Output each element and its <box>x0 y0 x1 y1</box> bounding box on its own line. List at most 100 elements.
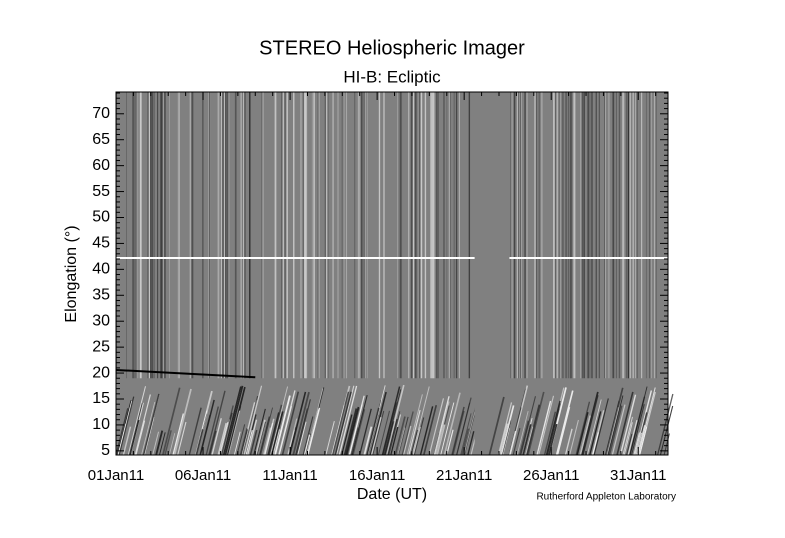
x-tick-label: 31Jan11 <box>610 467 666 484</box>
streak <box>268 404 283 456</box>
streak <box>245 429 253 456</box>
x-tick-label: 21Jan11 <box>436 467 492 484</box>
streak <box>369 391 387 456</box>
streak <box>260 407 273 456</box>
streak <box>351 395 368 456</box>
streak <box>359 408 372 456</box>
streak <box>141 401 156 456</box>
x-tick-label: 16Jan11 <box>349 467 405 484</box>
streak <box>259 416 270 456</box>
streak <box>548 423 558 456</box>
axes: 5 10 15 20 25 30 35 40 45 50 55 60 65 70 01Jan11 06Jan1… <box>88 91 669 484</box>
streak <box>390 426 399 456</box>
streak <box>627 419 638 456</box>
streak <box>638 391 656 456</box>
jmap-image <box>115 92 674 456</box>
y-tick-label: 50 <box>92 209 110 226</box>
x-tick-label: 06Jan11 <box>175 467 231 484</box>
streak <box>564 428 573 456</box>
streak <box>446 429 454 456</box>
streak <box>433 396 450 456</box>
streak <box>172 413 184 456</box>
streak <box>579 415 591 456</box>
streak <box>410 429 418 456</box>
streak <box>152 431 160 456</box>
streak <box>384 421 395 456</box>
streak <box>233 431 241 456</box>
streak <box>633 432 640 456</box>
streak <box>219 422 229 456</box>
streak <box>525 404 541 456</box>
streak <box>423 404 438 456</box>
streak <box>281 391 300 456</box>
streak <box>117 423 127 456</box>
streak <box>387 418 398 456</box>
y-tick-label: 45 <box>92 235 110 252</box>
streak <box>527 391 545 456</box>
streak <box>512 428 521 456</box>
streak <box>159 432 166 456</box>
streak <box>278 405 292 456</box>
streak <box>227 386 246 456</box>
streak <box>461 428 470 456</box>
x-tick-label: 11Jan11 <box>262 467 317 484</box>
streak <box>278 390 296 456</box>
streak <box>338 385 358 456</box>
streak <box>555 390 574 456</box>
streak <box>411 386 430 456</box>
streak <box>637 387 656 456</box>
streak <box>274 395 291 456</box>
streak <box>576 411 589 456</box>
streak <box>135 420 146 456</box>
streak <box>370 417 382 456</box>
y-tick-label: 40 <box>92 261 110 278</box>
streak <box>401 411 414 456</box>
streak <box>335 385 355 456</box>
y-tick-label: 15 <box>92 390 110 407</box>
y-tick-label: 55 <box>92 183 110 200</box>
y-tick-label: 35 <box>92 286 110 303</box>
streak <box>345 406 360 456</box>
streak <box>173 388 192 456</box>
streak <box>388 411 401 456</box>
streak <box>303 434 311 456</box>
streak <box>452 410 465 456</box>
streak <box>456 402 471 456</box>
streak <box>134 394 151 456</box>
streak <box>363 426 373 456</box>
streak <box>631 404 645 456</box>
streak <box>144 417 155 456</box>
streak <box>331 391 350 456</box>
streak <box>199 399 215 456</box>
streak <box>306 409 320 456</box>
streak <box>402 425 412 456</box>
streak <box>162 387 181 456</box>
streak <box>589 411 602 456</box>
streak <box>516 411 529 456</box>
streak <box>519 420 530 456</box>
streak <box>428 398 445 456</box>
streak <box>436 424 446 456</box>
streak <box>545 400 561 456</box>
streak <box>635 432 643 456</box>
streak <box>502 427 511 456</box>
streak <box>467 431 475 456</box>
streak <box>272 429 280 456</box>
streak <box>408 409 421 456</box>
streak <box>508 430 517 456</box>
streak <box>443 392 461 456</box>
streak <box>224 385 244 456</box>
streak <box>155 430 164 456</box>
streak <box>522 424 532 456</box>
x-tick-label: 01Jan11 <box>88 467 144 484</box>
streak <box>205 406 219 456</box>
streak <box>497 402 513 456</box>
plot-frame <box>115 91 669 456</box>
streak <box>122 426 132 456</box>
streak <box>350 427 359 456</box>
streak <box>622 416 633 456</box>
streak <box>498 423 509 456</box>
streak <box>217 422 227 456</box>
y-tick-label: 10 <box>92 416 110 433</box>
streak <box>243 385 263 456</box>
